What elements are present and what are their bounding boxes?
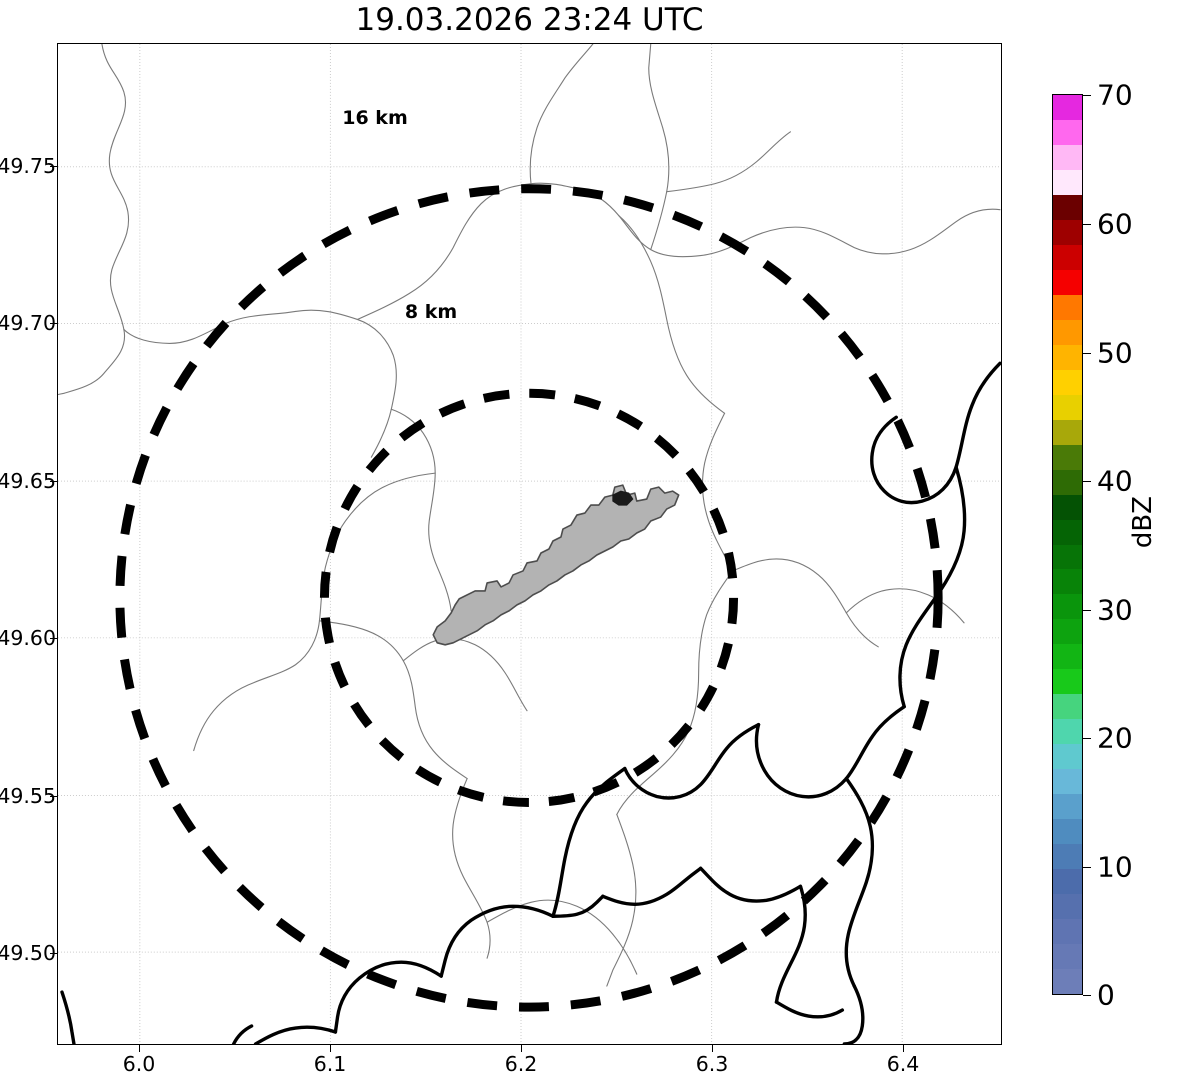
colorbar-band (1053, 418, 1082, 445)
colorbar-tick-label-70: 70 (1097, 78, 1133, 112)
colorbar-band (1053, 618, 1082, 645)
colorbar-band (1053, 143, 1082, 170)
colorbar-band (1053, 318, 1082, 345)
colorbar-tick-label-0: 0 (1097, 978, 1115, 1012)
xtick-label-6.1: 6.1 (313, 1052, 347, 1076)
ytick-mark-49.50 (50, 953, 57, 954)
ytick-mark-49.60 (50, 638, 57, 639)
colorbar-band (1053, 918, 1082, 945)
xtick-mark-6.4 (903, 1045, 904, 1052)
colorbar-band (1053, 268, 1082, 295)
colorbar-tick-label-60: 60 (1097, 207, 1133, 241)
colorbar-tick-label-10: 10 (1097, 850, 1133, 884)
xtick-mark-6.1 (330, 1045, 331, 1052)
colorbar-tick-mark-70 (1083, 95, 1091, 96)
ytick-mark-49.75 (50, 166, 57, 167)
ytick-label-49.60: 49.60 (0, 626, 56, 650)
city-area-polygon (432, 484, 680, 646)
xtick-label-6.2: 6.2 (504, 1052, 538, 1076)
xtick-mark-6.0 (139, 1045, 140, 1052)
ytick-label-49.65: 49.65 (0, 469, 56, 493)
colorbar-band (1053, 593, 1082, 620)
xtick-mark-6.3 (712, 1045, 713, 1052)
map-plot-area[interactable]: 16 km 8 km (57, 43, 1002, 1045)
colorbar-band (1053, 493, 1082, 520)
colorbar-tick-label-20: 20 (1097, 721, 1133, 755)
colorbar-band (1053, 293, 1082, 320)
colorbar-tick-label-40: 40 (1097, 464, 1133, 498)
colorbar-band (1053, 768, 1082, 795)
xtick-label-6.4: 6.4 (886, 1052, 920, 1076)
range-ring-label-8km: 8 km (404, 301, 458, 323)
admin-boundary-layer (58, 44, 1001, 987)
colorbar-band (1053, 643, 1082, 670)
ytick-label-49.70: 49.70 (0, 311, 56, 335)
colorbar-band (1053, 568, 1082, 595)
ytick-label-49.55: 49.55 (0, 784, 56, 808)
xtick-label-6.0: 6.0 (122, 1052, 156, 1076)
colorbar-band (1053, 668, 1082, 695)
colorbar-band (1053, 393, 1082, 420)
colorbar-band (1053, 693, 1082, 720)
colorbar-band (1053, 95, 1082, 120)
xtick-mark-6.2 (521, 1045, 522, 1052)
colorbar-band (1053, 193, 1082, 220)
colorbar-tick-mark-0 (1083, 995, 1091, 996)
ytick-mark-49.65 (50, 481, 57, 482)
colorbar-band (1053, 243, 1082, 270)
colorbar-band (1053, 543, 1082, 570)
colorbar-band (1053, 443, 1082, 470)
ytick-mark-49.55 (50, 796, 57, 797)
ytick-label-49.50: 49.50 (0, 941, 56, 965)
range-ring-label-16km: 16 km (342, 107, 408, 129)
colorbar-tick-label-50: 50 (1097, 336, 1133, 370)
colorbar-band (1053, 118, 1082, 145)
ytick-label-49.75: 49.75 (0, 154, 56, 178)
xtick-label-6.3: 6.3 (695, 1052, 729, 1076)
ytick-mark-49.70 (50, 323, 57, 324)
colorbar-band (1053, 518, 1082, 545)
colorbar-tick-mark-40 (1083, 481, 1091, 482)
country-border-layer (60, 361, 1001, 1044)
colorbar[interactable] (1052, 94, 1083, 995)
colorbar-band (1053, 893, 1082, 920)
colorbar-band (1053, 818, 1082, 845)
colorbar-band (1053, 942, 1082, 970)
range-ring-8km (319, 388, 739, 807)
colorbar-axis-label: dBZ (1128, 496, 1158, 549)
colorbar-band (1053, 343, 1082, 370)
colorbar-band (1053, 843, 1082, 870)
colorbar-band (1053, 368, 1082, 395)
colorbar-band (1053, 743, 1082, 770)
colorbar-tick-mark-10 (1083, 867, 1091, 868)
colorbar-band (1053, 967, 1082, 994)
colorbar-tick-mark-50 (1083, 353, 1091, 354)
colorbar-band (1053, 868, 1082, 895)
colorbar-tick-label-30: 30 (1097, 593, 1133, 627)
colorbar-tick-mark-20 (1083, 738, 1091, 739)
colorbar-band (1053, 793, 1082, 820)
range-rings-layer (115, 184, 943, 1012)
gridlines (58, 44, 1001, 1044)
range-ring-16km (115, 184, 943, 1012)
colorbar-tick-mark-60 (1083, 224, 1091, 225)
colorbar-band (1053, 468, 1082, 495)
colorbar-tick-mark-30 (1083, 610, 1091, 611)
colorbar-band (1053, 218, 1082, 245)
page-title: 19.03.2026 23:24 UTC (355, 2, 704, 38)
colorbar-band (1053, 718, 1082, 745)
map-canvas (58, 44, 1001, 1044)
colorbar-band (1053, 168, 1082, 195)
